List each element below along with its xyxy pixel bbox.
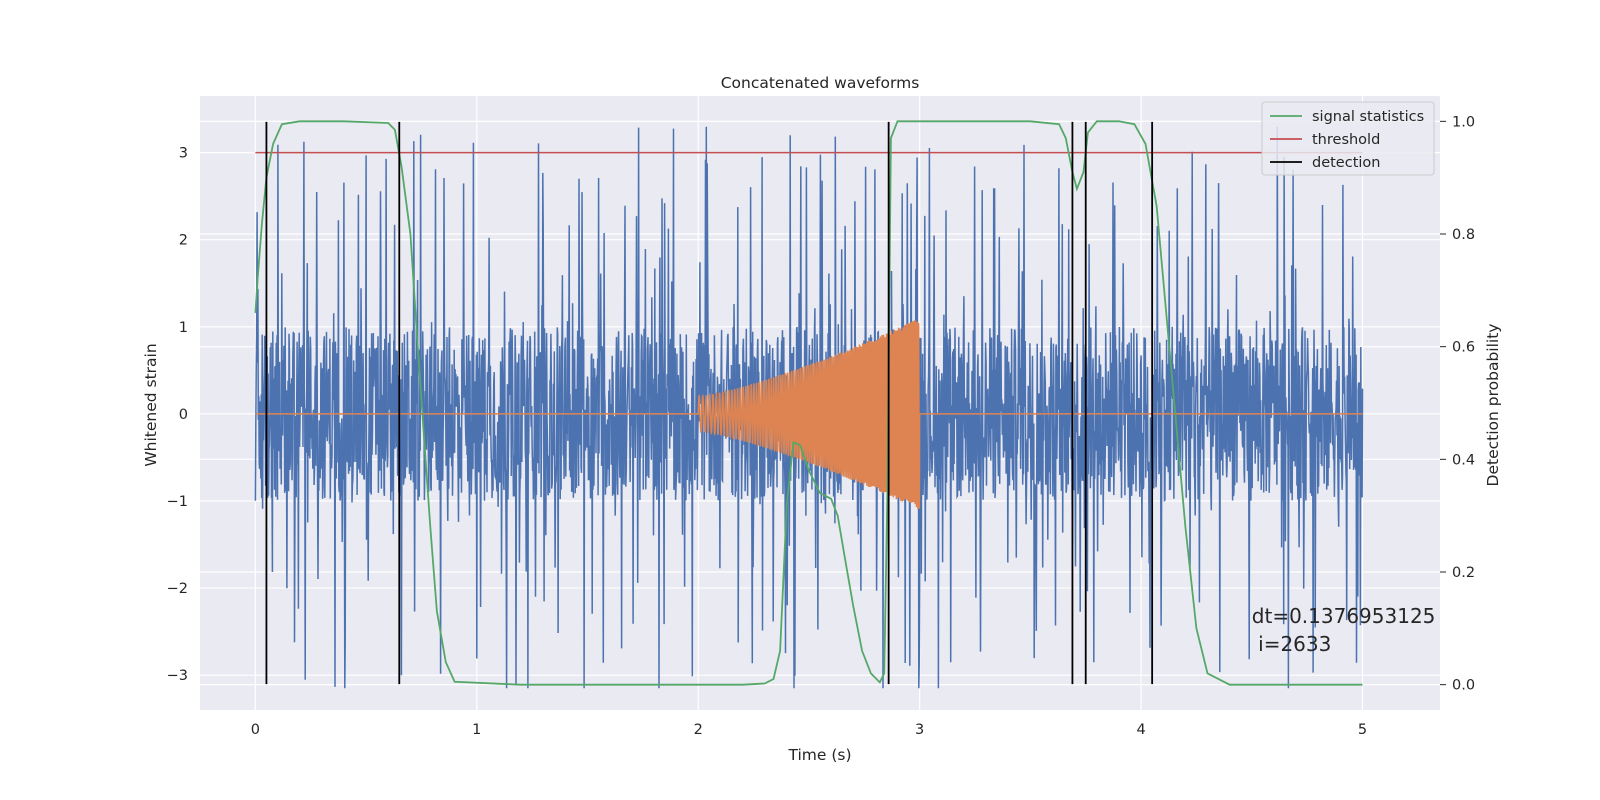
- x-axis-label: Time (s): [787, 746, 851, 764]
- y-tick-label-left: 3: [179, 146, 188, 162]
- legend-label-signal-statistics: signal statistics: [1312, 109, 1424, 125]
- y-tick-label-right: 1.0: [1452, 114, 1475, 130]
- y-axis-label-right: Detection probability: [1484, 324, 1502, 487]
- y-tick-label-right: 0.8: [1452, 227, 1475, 243]
- y-tick-label-left: −3: [167, 668, 188, 684]
- y-tick-label-right: 0.4: [1452, 452, 1475, 468]
- legend-frame: [1261, 101, 1435, 176]
- y-tick-label-right: 0.6: [1452, 340, 1475, 356]
- y-tick-label-right: 0.2: [1452, 565, 1475, 581]
- x-tick-label: 3: [915, 722, 924, 738]
- y-ticks-right: 0.0 0.2 0.4 0.6 0.8 1.0: [1440, 114, 1475, 694]
- x-tick-label: 4: [1136, 722, 1145, 738]
- legend: signal statistics threshold detection: [1261, 101, 1435, 176]
- legend-label-detection: detection: [1312, 155, 1380, 171]
- y-axis-label-left: Whitened strain: [142, 343, 160, 466]
- y-tick-label-left: −1: [167, 494, 188, 510]
- series-signal-statistics: [254, 120, 1363, 686]
- y-ticks-left: −3 −2 −1 0 1 2 3: [167, 146, 188, 685]
- y-tick-label-left: −2: [167, 581, 188, 597]
- x-tick-label: 0: [251, 722, 260, 738]
- annotation-dt: dt=0.1376953125: [1252, 604, 1436, 628]
- series-injected-waveform: [255, 320, 1363, 509]
- x-tick-label: 2: [694, 722, 703, 738]
- x-tick-label: 5: [1358, 722, 1367, 738]
- x-tick-label: 1: [472, 722, 481, 738]
- detection-lines: [265, 121, 1154, 685]
- y-tick-label-left: 0: [179, 407, 188, 423]
- y-tick-label-right: 0.0: [1452, 678, 1475, 694]
- x-ticks: 0 1 2 3 4 5: [251, 722, 1367, 738]
- annotation-index: i=2633: [1252, 632, 1332, 656]
- y-tick-label-left: 1: [179, 320, 188, 336]
- plot-area: [254, 120, 1364, 689]
- chart-title: Concatenated waveforms: [721, 74, 920, 92]
- y-tick-label-left: 2: [179, 233, 188, 249]
- legend-label-threshold: threshold: [1312, 132, 1380, 148]
